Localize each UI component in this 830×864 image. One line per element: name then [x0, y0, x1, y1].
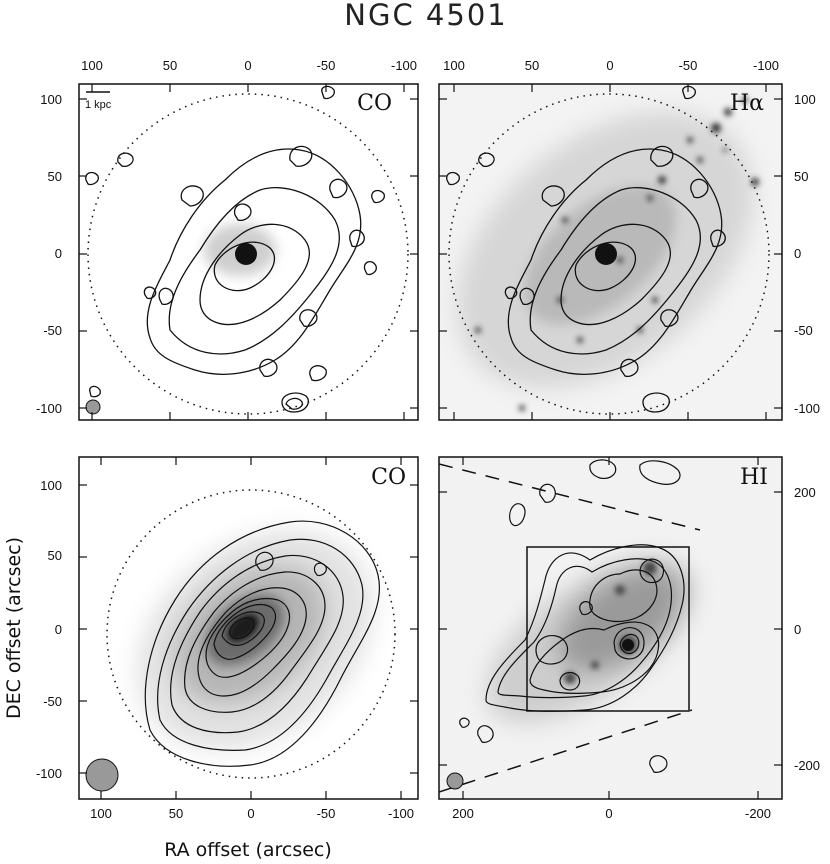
tick-marks	[439, 457, 782, 799]
fov-circle	[106, 489, 396, 779]
tick-marks	[439, 84, 782, 420]
x-tick-label: -50	[317, 806, 336, 821]
panel-label: CO	[371, 465, 406, 490]
y-tick-label: 50	[794, 169, 808, 184]
co-nucleus	[235, 243, 257, 265]
tick-marks	[79, 457, 418, 799]
y-tick-label: 200	[794, 485, 816, 500]
y-tick-label: 0	[55, 246, 62, 261]
y-tick-label: 100	[794, 92, 816, 107]
y-tick-label: 100	[40, 478, 62, 493]
x-tick-label: 50	[163, 58, 177, 73]
panel-frame	[78, 456, 419, 800]
panel-bottom-left: CO 100 50 0 -50 -100 100 50 0 -50 -100	[36, 456, 419, 821]
panel-bottom-right-image	[439, 457, 782, 799]
panel-label: CO	[357, 91, 392, 116]
x-tick-label: -100	[753, 58, 779, 73]
y-tick-label: -50	[794, 323, 813, 338]
x-tick-label: -200	[745, 806, 771, 821]
co-greyscale-peak	[227, 613, 259, 643]
co-contours	[85, 85, 385, 413]
y-tick-label: 0	[794, 246, 801, 261]
x-tick-labels-bottom: 200 0 -200	[452, 806, 771, 821]
y-tick-label: -50	[43, 694, 62, 709]
y-tick-labels-right: 200 0 -200	[794, 485, 820, 773]
x-tick-label: 100	[81, 58, 103, 73]
x-tick-labels-top: 100 50 0 -50 -100	[443, 58, 779, 73]
x-tick-label: -50	[317, 58, 336, 73]
x-tick-label: -100	[391, 58, 417, 73]
dashed-line	[439, 463, 701, 531]
co-contours	[446, 85, 726, 413]
panel-top-left: 1 kpc CO 100 50 0 -50 -100 100 50 0 -50 …	[36, 58, 419, 421]
x-tick-label: -50	[679, 58, 698, 73]
y-tick-label: -200	[794, 758, 820, 773]
halpha-nucleus	[595, 243, 617, 265]
panel-top-right-image	[439, 84, 782, 420]
panel-top-right: Hα 100 50 0 -50 -100 100 50 0 -50 -100	[438, 58, 820, 421]
panel-top-left-image	[85, 85, 409, 415]
panel-frame	[438, 456, 783, 800]
y-tick-label: 0	[55, 622, 62, 637]
beam-ellipse	[85, 399, 101, 415]
x-tick-label: 200	[452, 806, 474, 821]
x-tick-label: 0	[606, 58, 613, 73]
y-tick-label: 50	[48, 548, 62, 563]
panel-bottom-right: HI 200 0 -200 200 0 -200	[438, 456, 820, 821]
hi-nucleus	[622, 639, 634, 651]
y-tick-labels-left: 100 50 0 -50 -100	[36, 478, 62, 781]
fov-circle	[448, 93, 770, 415]
beam-ellipse	[446, 772, 464, 790]
y-tick-label: 100	[40, 92, 62, 107]
x-tick-label: 0	[244, 58, 251, 73]
x-tick-label: 100	[443, 58, 465, 73]
figure-title: NGC 4501	[344, 0, 507, 32]
y-tick-label: 0	[794, 622, 801, 637]
x-tick-label: 50	[169, 806, 183, 821]
fov-circle	[87, 93, 409, 415]
y-axis-label: DEC offset (arcsec)	[3, 537, 25, 719]
x-tick-labels-bottom: 100 50 0 -50 -100	[90, 806, 414, 821]
x-tick-label: -100	[388, 806, 414, 821]
hi-greyscale-mid	[558, 569, 682, 671]
y-tick-label: -50	[43, 323, 62, 338]
hi-peaks	[564, 561, 657, 684]
y-tick-label: -100	[36, 401, 62, 416]
co-smoothed-contours	[144, 520, 380, 767]
x-tick-labels-top: 100 50 0 -50 -100	[81, 58, 417, 73]
y-tick-label: 50	[48, 169, 62, 184]
halpha-hii-regions	[475, 97, 759, 411]
tick-marks	[79, 84, 418, 420]
panel-bottom-left-image	[85, 489, 396, 792]
y-tick-labels-left: 100 50 0 -50 -100	[36, 92, 62, 416]
y-tick-label: -100	[794, 401, 820, 416]
panel-label: HI	[740, 465, 768, 490]
beam-ellipse	[85, 758, 119, 792]
y-tick-label: -100	[36, 766, 62, 781]
scale-bar-label: 1 kpc	[85, 99, 112, 111]
co-field-box	[526, 546, 690, 712]
x-tick-label: 0	[247, 806, 254, 821]
panel-label: Hα	[730, 91, 764, 116]
x-tick-label: 50	[525, 58, 539, 73]
dashed-line	[439, 709, 693, 793]
x-tick-label: 100	[90, 806, 112, 821]
y-tick-labels-right: 100 50 0 -50 -100	[794, 92, 820, 416]
x-tick-label: 0	[605, 806, 612, 821]
x-axis-label: RA offset (arcsec)	[164, 839, 332, 861]
